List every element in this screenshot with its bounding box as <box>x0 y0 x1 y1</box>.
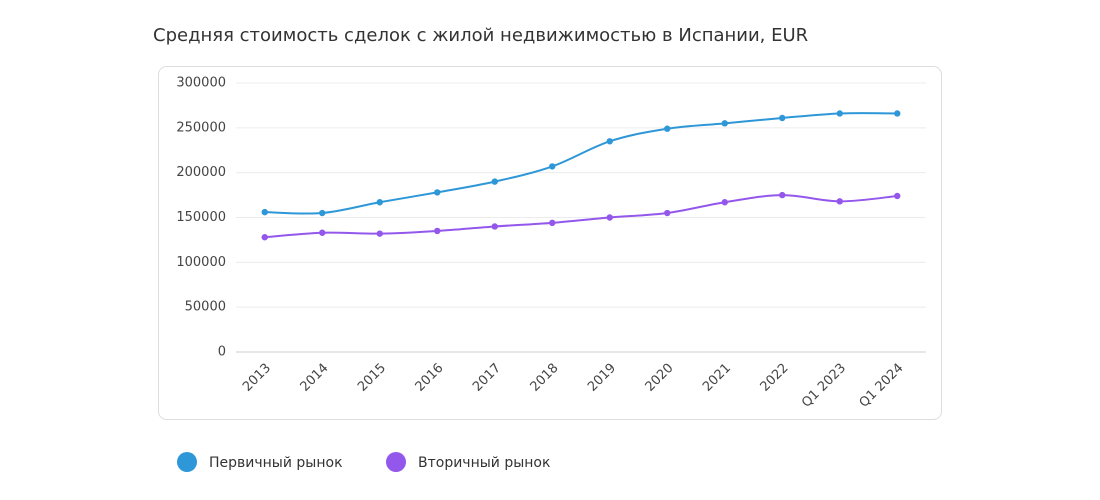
y-tick-label: 200000 <box>176 165 226 180</box>
chart-title: Средняя стоимость сделок с жилой недвижи… <box>153 25 808 46</box>
data-point <box>721 120 728 127</box>
data-point <box>606 214 613 221</box>
y-tick-label: 150000 <box>176 210 226 225</box>
data-point <box>664 209 671 217</box>
data-point <box>376 230 383 237</box>
data-point <box>434 189 441 196</box>
y-tick-label: 300000 <box>176 76 226 91</box>
data-point <box>779 191 786 199</box>
data-point <box>549 163 556 170</box>
data-point <box>261 208 268 216</box>
legend-marker <box>386 452 406 472</box>
data-point <box>606 138 613 145</box>
data-point <box>491 178 498 185</box>
series-line <box>264 112 898 215</box>
data-point <box>894 192 901 200</box>
data-point <box>894 110 901 117</box>
data-point <box>319 229 326 236</box>
data-point <box>721 199 728 206</box>
data-point <box>779 114 786 122</box>
data-point <box>376 199 383 206</box>
y-tick-label: 250000 <box>176 120 226 135</box>
data-point <box>261 234 268 241</box>
y-tick-label: 0 <box>218 345 226 360</box>
y-tick-label: 50000 <box>185 300 226 315</box>
data-point <box>549 219 556 227</box>
series-line <box>264 194 898 239</box>
legend-marker <box>177 452 197 472</box>
legend-label: Вторичный рынок <box>418 455 550 471</box>
data-point <box>664 125 671 132</box>
data-point <box>836 198 843 205</box>
legend-label: Первичный рынок <box>209 455 343 471</box>
data-point <box>319 209 326 217</box>
chart-frame <box>158 66 942 420</box>
data-point <box>491 223 498 230</box>
data-point <box>836 110 843 117</box>
y-tick-label: 100000 <box>176 255 226 270</box>
data-point <box>434 227 441 235</box>
